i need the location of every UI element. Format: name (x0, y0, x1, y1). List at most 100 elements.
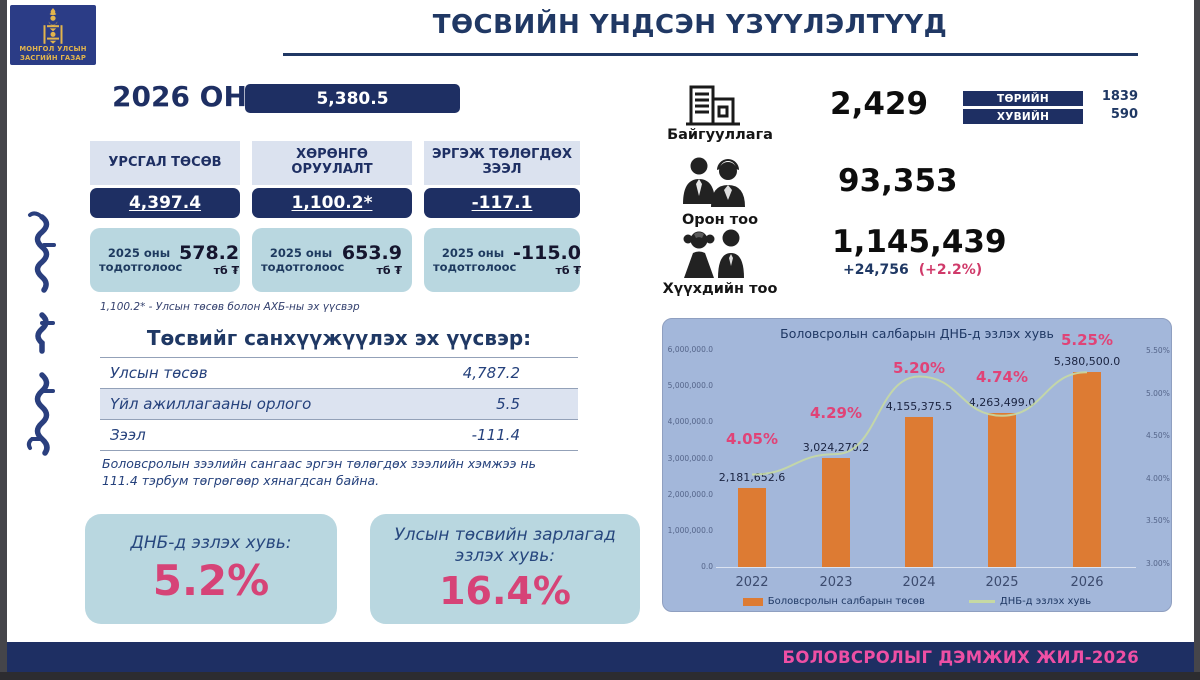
frame-left-edge (0, 0, 7, 680)
line-point-label: 4.05% (725, 429, 779, 448)
table-row: Зээл -111.4 (100, 420, 578, 451)
column-header-current-budget: УРСГАЛ ТӨСӨВ (90, 141, 240, 185)
row-value: 4,787.2 (462, 364, 520, 382)
line-swatch (968, 600, 995, 603)
change-box-investment: 2025 оны тодотголоос 653.9 тб ₮ (252, 228, 412, 292)
mongol-script-decoration (26, 211, 56, 456)
bar (738, 488, 766, 567)
logo-text-line2: ЗАСГИЙН ГАЗАР (19, 53, 87, 62)
state-badge: ТӨРИЙН (963, 91, 1083, 106)
x-axis-label: 2026 (1070, 575, 1104, 590)
private-badge: ХУВИЙН (963, 109, 1083, 124)
value-current-budget: 4,397.4 (90, 188, 240, 218)
financing-title: Төсвийг санхүүжүүлэх эх үүсвэр: (146, 326, 532, 350)
footer-bar: БОЛОВСРОЛЫГ ДЭМЖИХ ЖИЛ-2026 (7, 642, 1194, 672)
stat-label-children: Хүүхдийн тоо (662, 281, 778, 297)
y2-axis-tick: 3.50% (1146, 516, 1170, 526)
staff-icon (683, 157, 745, 207)
line-point-label: 5.20% (892, 358, 946, 377)
chart-legend: Боловсролын салбарын төсөв ДНБ-д эзлэх х… (663, 596, 1171, 607)
row-label: Улсын төсөв (110, 364, 208, 382)
y-axis-tick: 0.0 (701, 562, 713, 571)
up-arrow-icon (341, 259, 342, 261)
value-current-budget-text: 4,397.4 (128, 193, 202, 213)
table-row: Улсын төсөв 4,787.2 (100, 358, 578, 389)
value-repayable-loan-text: -117.1 (471, 193, 533, 213)
expenditure-share-label: Улсын төсвийн зарлагад эзлэх хувь: (394, 524, 616, 566)
bar-label: 3,024,270.2 (802, 440, 870, 454)
frame-bottom-edge (0, 672, 1200, 680)
stat-value-organizations: 2,429 (830, 86, 929, 122)
chart-title: Боловсролын салбарын ДНБ-д эзлэх хувь (780, 326, 1054, 341)
footer-slogan: БОЛОВСРОЛЫГ ДЭМЖИХ ЖИЛ-2026 (782, 647, 1139, 667)
government-logo: МОНГОЛ УЛСЫН ЗАСГИЙН ГАЗАР (10, 5, 96, 65)
x-axis-label: 2025 (985, 575, 1019, 590)
row-label: Зээл (110, 426, 146, 444)
x-axis-line (716, 567, 1136, 568)
change-unit: тб ₮ (376, 263, 402, 277)
bar-label: 4,155,375.5 (885, 399, 953, 413)
legend-item-line: ДНБ-д эзлэх хувь (968, 596, 1092, 607)
footnote: 1,100.2* - Улсын төсөв болон АХБ-ны эх ү… (100, 301, 360, 313)
y-axis-tick: 6,000,000.0 (667, 345, 713, 354)
bar (1073, 372, 1101, 567)
organization-breakdown-values: 1839 590 (1088, 88, 1138, 124)
bar (905, 416, 933, 567)
change-unit: тб ₮ (555, 263, 581, 277)
line-point-label: 4.74% (975, 367, 1029, 386)
y-axis-tick: 1,000,000.0 (667, 525, 713, 535)
bar (822, 457, 850, 567)
change-value: 653.9 (341, 242, 402, 265)
y-axis-tick: 5,000,000.0 (667, 381, 713, 391)
logo-text-line1: МОНГОЛ УЛСЫН (19, 45, 87, 54)
y2-axis-tick: 3.00% (1146, 559, 1170, 568)
children-change-pct: (+2.2%) (918, 262, 983, 278)
change-box-current-budget: 2025 оны тодотголоос 578.2 тб ₮ (90, 228, 240, 292)
change-unit: тб ₮ (213, 263, 240, 277)
legend-label-line: ДНБ-д эзлэх хувь (999, 596, 1092, 607)
row-label: Үйл ажиллагааны орлого (110, 395, 312, 413)
value-repayable-loan: -117.1 (424, 188, 580, 218)
change-label: 2025 оны тодотголоос (261, 245, 345, 274)
financing-table: Улсын төсөв 4,787.2 Үйл ажиллагааны орло… (100, 357, 578, 451)
frame-right-edge (1194, 0, 1200, 680)
children-icon (683, 229, 744, 278)
chart-panel: Боловсролын салбарын ДНБ-д эзлэх хувь 6,… (662, 318, 1172, 612)
y2-axis-tick: 5.00% (1146, 388, 1170, 398)
row-value: 5.5 (496, 395, 520, 413)
bar-swatch (742, 597, 763, 606)
x-axis-label: 2023 (819, 575, 853, 590)
bar-label: 2,181,652.6 (718, 471, 786, 485)
column-header-repayable-loan: ЭРГЭЖ ТӨЛӨГДӨХ ЗЭЭЛ (424, 141, 580, 185)
x-axis-label: 2022 (735, 575, 769, 590)
expenditure-share-box: Улсын төсвийн зарлагад эзлэх хувь: 16.4% (370, 514, 640, 624)
change-label: 2025 оны тодотголоос (433, 245, 517, 274)
y2-axis-tick: 4.00% (1146, 473, 1170, 483)
table-row: Үйл ажиллагааны орлого 5.5 (100, 389, 578, 420)
stat-value-staff: 93,353 (838, 163, 958, 199)
change-label: 2025 оны тодотголоос (99, 245, 183, 274)
y-axis-tick: 2,000,000.0 (667, 489, 713, 499)
financing-note: Боловсролын зээлийн сангаас эргэн төлөгд… (102, 456, 536, 488)
legend-label-bars: Боловсролын салбарын төсөв (767, 596, 925, 607)
soyombo-icon (43, 8, 63, 44)
chart-plot: 6,000,000.0 5,000,000.0 4,000,000.0 3,000,0… (663, 319, 1171, 611)
row-value: -111.4 (471, 426, 520, 444)
gdp-share-value: 5.2% (152, 556, 270, 606)
y-axis-tick: 3,000,000.0 (667, 453, 713, 463)
y-axis-tick: 4,000,000.0 (667, 417, 713, 427)
stat-label-staff: Орон тоо (681, 212, 759, 228)
private-count: 590 (1110, 107, 1138, 122)
column-header-investment: ХӨРӨНГӨ ОРУУЛАЛТ (252, 141, 412, 185)
line-point-label: 4.29% (809, 404, 863, 423)
value-investment-text: 1,100.2* (291, 193, 373, 213)
stat-value-children: 1,145,439 (832, 224, 1007, 260)
expenditure-share-value: 16.4% (439, 569, 571, 614)
legend-item-bars: Боловсролын салбарын төсөв (742, 596, 925, 607)
y2-axis-tick: 4.50% (1146, 431, 1170, 441)
state-count: 1839 (1101, 89, 1138, 104)
bar-label: 5,380,500.0 (1053, 355, 1121, 369)
change-value: 578.2 (179, 242, 240, 265)
children-change-row: +24,756 (+2.2%) (843, 262, 982, 278)
year-label: 2026 ОН (112, 80, 247, 113)
